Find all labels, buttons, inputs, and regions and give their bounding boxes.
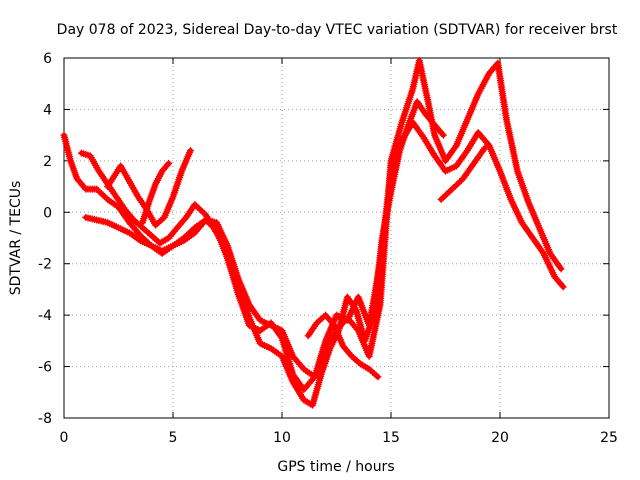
y-tick-label: 6	[43, 51, 52, 67]
x-tick-label: 5	[169, 430, 178, 446]
y-tick-label: 2	[43, 154, 52, 170]
y-tick-label: 4	[43, 102, 52, 118]
series-track-5	[138, 159, 173, 227]
series-trace	[83, 58, 564, 380]
series-trace	[61, 119, 566, 393]
x-tick-label: 0	[60, 430, 69, 446]
y-tick-label: -2	[38, 257, 52, 273]
axis-ticks: 0 5 10 15 20 25 -8 -6 -4 -2 0 2 4 6	[38, 51, 618, 446]
data-series	[60, 57, 567, 409]
plot-frame	[63, 57, 610, 419]
x-axis-label: GPS time / hours	[277, 459, 394, 475]
data-point-marker	[186, 147, 194, 155]
series-track-3	[77, 98, 447, 409]
series-track-6	[304, 311, 382, 381]
data-point-marker	[165, 159, 173, 167]
data-point-marker	[439, 131, 447, 139]
series-track-4	[104, 147, 194, 229]
y-tick-label: -6	[38, 360, 52, 376]
y-tick-label: -4	[38, 308, 52, 324]
y-tick-label: 0	[43, 205, 52, 221]
chart-title: Day 078 of 2023, Sidereal Day-to-day VTE…	[57, 22, 618, 38]
data-point-marker	[481, 144, 489, 152]
data-point-marker	[163, 161, 171, 169]
x-tick-label: 20	[491, 430, 509, 446]
data-point-marker	[484, 140, 492, 148]
x-tick-label: 15	[382, 430, 400, 446]
y-tick-label: -8	[38, 411, 52, 427]
data-point-marker	[557, 265, 565, 273]
series-track-1	[60, 118, 567, 394]
y-axis-label: SDTVAR / TECUs	[8, 181, 24, 296]
x-tick-label: 10	[273, 430, 291, 446]
x-tick-label: 25	[600, 430, 618, 446]
data-point-marker	[559, 283, 567, 291]
data-point-marker	[374, 373, 382, 381]
series-track-7	[437, 144, 489, 203]
series-trace	[78, 99, 446, 408]
